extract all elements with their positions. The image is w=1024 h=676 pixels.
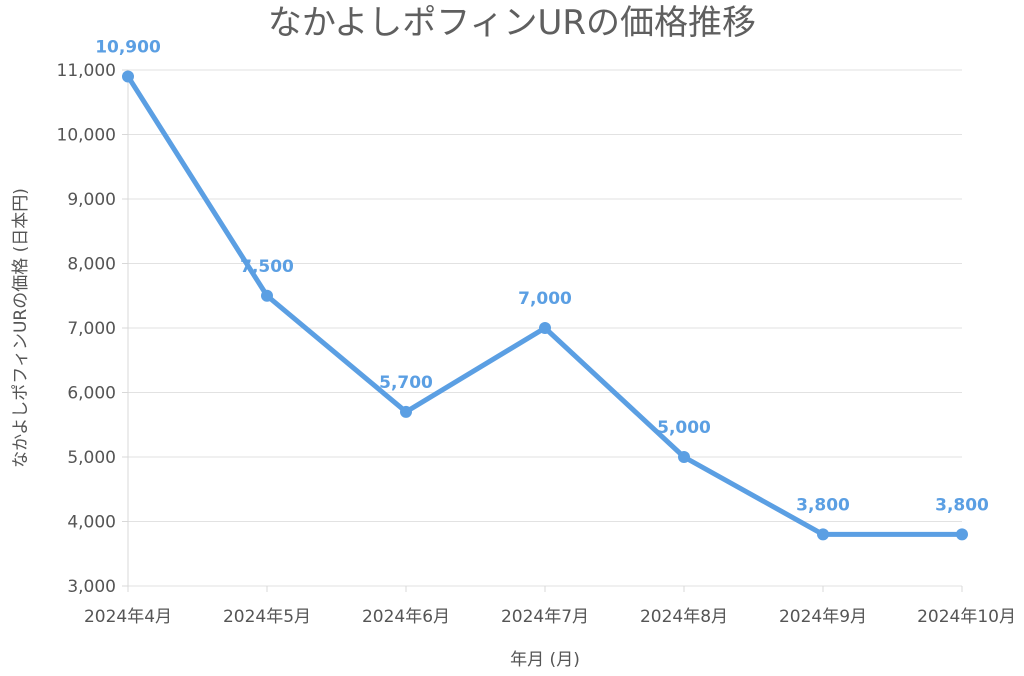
data-points	[122, 70, 968, 541]
data-label: 3,800	[796, 495, 850, 515]
data-label: 5,700	[379, 373, 433, 393]
y-tick-labels: 3,000 4,000 5,000 6,000 7,000 8,000 9,000 10,00…	[57, 61, 116, 597]
data-label: 7,000	[518, 289, 572, 309]
data-point	[817, 528, 829, 541]
chart-title: なかよしポフィンURの価格推移	[268, 3, 756, 43]
data-label: 10,900	[95, 37, 161, 57]
data-point	[400, 405, 412, 418]
x-tick-label: 2024年5月	[223, 607, 311, 627]
x-tick-label: 2024年8月	[640, 607, 728, 627]
y-tick-label: 9,000	[67, 190, 116, 210]
x-axis-title: 年月 (月)	[510, 650, 580, 670]
y-tick-label: 5,000	[67, 448, 116, 468]
axes	[122, 69, 963, 592]
y-tick-label: 4,000	[67, 513, 116, 533]
x-tick-label: 2024年7月	[501, 607, 589, 627]
data-labels: 10,900 7,500 5,700 7,000 5,000 3,800 3,800	[95, 37, 989, 515]
x-tick-labels: 2024年4月 2024年5月 2024年6月 2024年7月 2024年8月 2024年…	[84, 607, 1016, 627]
data-point	[539, 322, 551, 334]
y-axis-title: なかよしポフィンURの価格 (日本円)	[11, 188, 31, 468]
y-tick-label: 10,000	[57, 126, 116, 146]
data-point	[261, 289, 273, 302]
data-label: 3,800	[935, 495, 989, 515]
y-tick-label: 6,000	[67, 384, 116, 404]
data-label: 7,500	[240, 257, 294, 277]
data-label: 5,000	[657, 418, 711, 438]
y-tick-label: 7,000	[67, 319, 116, 339]
y-tick-label: 3,000	[67, 577, 116, 597]
data-point	[122, 70, 134, 83]
x-tick-label: 2024年10月	[917, 607, 1016, 627]
x-tick-label: 2024年6月	[362, 607, 450, 627]
y-tick-label: 8,000	[67, 255, 116, 275]
data-point	[956, 528, 968, 541]
x-tick-label: 2024年4月	[84, 607, 172, 627]
data-point	[678, 451, 690, 463]
x-tick-label: 2024年9月	[779, 607, 867, 627]
y-tick-label: 11,000	[57, 61, 116, 81]
